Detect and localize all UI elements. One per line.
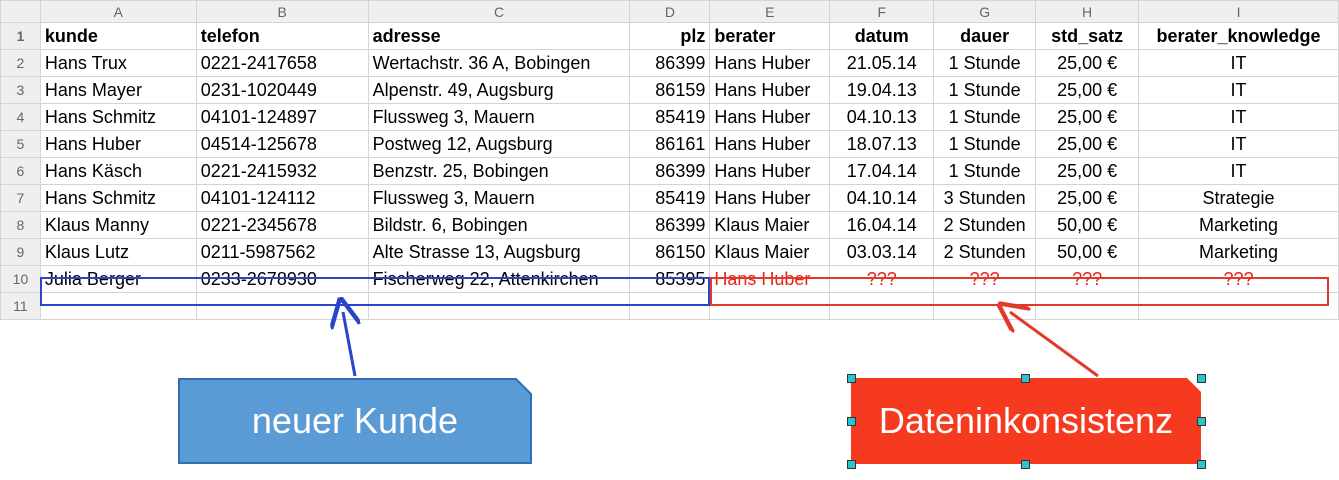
row-header[interactable]: 9 (0, 238, 41, 266)
cell-adresse[interactable]: Alpenstr. 49, Augsburg (367, 76, 631, 104)
table-row: 9 Klaus Lutz 0211-5987562 Alte Strasse 1… (0, 238, 1339, 266)
cell-berater[interactable]: Hans Huber (709, 130, 831, 158)
row-header[interactable]: 3 (0, 76, 41, 104)
column-header-c[interactable]: C (367, 0, 631, 23)
table-row: 11 (0, 292, 1339, 320)
row-header[interactable]: 4 (0, 103, 41, 131)
cell-dauer[interactable]: 1 Stunde (933, 157, 1037, 185)
cell-telefon[interactable]: 04101-124112 (195, 184, 369, 212)
cell-header-dauer[interactable]: dauer (933, 22, 1037, 50)
resize-handle[interactable] (847, 460, 856, 469)
row-header[interactable]: 2 (0, 49, 41, 77)
cell-berater-knowledge[interactable]: Strategie (1138, 184, 1339, 212)
cell-berater-knowledge[interactable]: IT (1138, 157, 1339, 185)
cell-adresse[interactable]: Alte Strasse 13, Augsburg (367, 238, 631, 266)
resize-handle[interactable] (1021, 460, 1030, 469)
inconsistency-callout[interactable]: Dateninkonsistenz (847, 374, 1206, 469)
column-header-row: A B C D E F G H I (0, 0, 1339, 23)
cell-dauer[interactable]: ??? (933, 265, 1037, 293)
row-header[interactable]: 8 (0, 211, 41, 239)
cell-kunde[interactable]: Hans Mayer (39, 76, 197, 104)
cell-plz[interactable]: 86150 (629, 238, 711, 266)
row-header[interactable]: 5 (0, 130, 41, 158)
column-header-e[interactable]: E (709, 0, 831, 23)
new-customer-callout: neuer Kunde (178, 378, 532, 464)
resize-handle[interactable] (1197, 417, 1206, 426)
resize-handle[interactable] (847, 374, 856, 383)
cell-std-satz[interactable]: 25,00 € (1035, 103, 1140, 131)
cell-datum[interactable]: 21.05.14 (829, 49, 935, 77)
cell-empty[interactable] (1138, 292, 1339, 320)
new-customer-arrow (343, 312, 355, 377)
resize-handle[interactable] (1021, 374, 1030, 383)
row-header[interactable]: 1 (0, 22, 41, 50)
row-header[interactable]: 11 (0, 292, 41, 320)
cell-adresse[interactable]: Postweg 12, Augsburg (367, 130, 631, 158)
cell-empty[interactable] (709, 292, 831, 320)
cell-dauer[interactable]: 1 Stunde (933, 76, 1037, 104)
cell-kunde[interactable]: Hans Käsch (39, 157, 197, 185)
row-header[interactable]: 7 (0, 184, 41, 212)
cell-kunde[interactable]: Hans Trux (39, 49, 197, 77)
table-row: 5 Hans Huber 04514-125678 Postweg 12, Au… (0, 130, 1339, 158)
table-row: 6 Hans Käsch 0221-2415932 Benzstr. 25, B… (0, 157, 1339, 185)
cell-plz[interactable]: 85419 (629, 184, 711, 212)
column-header-b[interactable]: B (195, 0, 369, 23)
cell-std-satz[interactable]: 25,00 € (1035, 130, 1140, 158)
column-header-g[interactable]: G (933, 0, 1037, 23)
cell-telefon[interactable]: 04101-124897 (195, 103, 369, 131)
inconsistency-arrow (1010, 312, 1099, 378)
cell-datum[interactable]: 18.07.13 (829, 130, 935, 158)
resize-handle[interactable] (1197, 374, 1206, 383)
cell-berater-knowledge[interactable]: ??? (1138, 265, 1339, 293)
cell-empty[interactable] (829, 292, 935, 320)
cell-datum[interactable]: 17.04.14 (829, 157, 935, 185)
cell-kunde[interactable]: Hans Schmitz (39, 184, 197, 212)
new-customer-label: neuer Kunde (251, 400, 459, 441)
spreadsheet-grid: A B C D E F G H I 1 kunde telefon adress… (0, 0, 1339, 320)
cell-dauer[interactable]: 1 Stunde (933, 49, 1037, 77)
cell-header-berater[interactable]: berater (709, 22, 831, 50)
column-header-d[interactable]: D (629, 0, 711, 23)
cell-berater[interactable]: Hans Huber (709, 157, 831, 185)
cell-datum[interactable]: 16.04.14 (829, 211, 935, 239)
column-header-a[interactable]: A (39, 0, 197, 23)
cell-telefon[interactable]: 0221-2417658 (195, 49, 369, 77)
cell-datum[interactable]: 04.10.14 (829, 184, 935, 212)
cell-empty[interactable] (39, 292, 197, 320)
cell-header-kunde[interactable]: kunde (39, 22, 197, 50)
cell-dauer[interactable]: 1 Stunde (933, 103, 1037, 131)
cell-berater[interactable]: Hans Huber (709, 49, 831, 77)
select-all-corner[interactable] (0, 0, 41, 23)
cell-adresse[interactable]: Bildstr. 6, Bobingen (367, 211, 631, 239)
table-row: 3 Hans Mayer 0231-1020449 Alpenstr. 49, … (0, 76, 1339, 104)
cell-adresse[interactable]: Flussweg 3, Mauern (367, 184, 631, 212)
column-header-i[interactable]: I (1138, 0, 1339, 23)
table-row: 7 Hans Schmitz 04101-124112 Flussweg 3, … (0, 184, 1339, 212)
cell-dauer[interactable]: 1 Stunde (933, 130, 1037, 158)
cell-adresse[interactable]: Benzstr. 25, Bobingen (367, 157, 631, 185)
cell-datum[interactable]: 19.04.13 (829, 76, 935, 104)
cell-adresse[interactable]: Flussweg 3, Mauern (367, 103, 631, 131)
column-header-h[interactable]: H (1035, 0, 1140, 23)
column-header-f[interactable]: F (829, 0, 935, 23)
cell-berater-knowledge[interactable]: IT (1138, 76, 1339, 104)
cell-empty[interactable] (629, 292, 711, 320)
cell-plz[interactable]: 86399 (629, 157, 711, 185)
cell-std-satz[interactable]: 25,00 € (1035, 184, 1140, 212)
row-header[interactable]: 10 (0, 265, 41, 293)
inconsistency-label: Dateninkonsistenz (878, 400, 1174, 441)
cell-empty[interactable] (367, 292, 631, 320)
cell-adresse[interactable]: Fischerweg 22, Attenkirchen (367, 265, 631, 293)
cell-header-berater-knowledge[interactable]: berater_knowledge (1138, 22, 1339, 50)
cell-header-plz[interactable]: plz (629, 22, 711, 50)
resize-handle[interactable] (1197, 460, 1206, 469)
cell-berater-knowledge[interactable]: IT (1138, 49, 1339, 77)
table-row: 4 Hans Schmitz 04101-124897 Flussweg 3, … (0, 103, 1339, 131)
cell-header-std-satz[interactable]: std_satz (1035, 22, 1140, 50)
resize-handle[interactable] (847, 417, 856, 426)
